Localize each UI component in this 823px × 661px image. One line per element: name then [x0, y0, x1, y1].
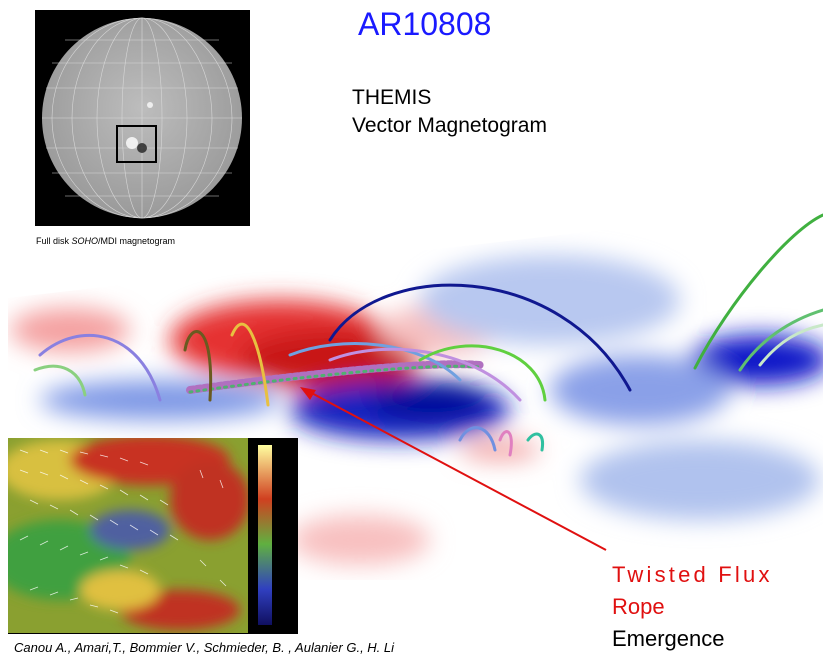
- annotation-line: Emergence: [612, 626, 725, 652]
- vector-magnetogram-inset: [0, 435, 298, 634]
- full-disk-image: [35, 10, 250, 226]
- title: AR10808: [358, 6, 491, 43]
- caption-text: Full disk: [36, 236, 72, 246]
- disk-caption: Full disk SOHO/MDI magnetogram: [36, 236, 175, 246]
- annotation-line: Rope: [612, 594, 665, 620]
- citation: Canou A., Amari,T., Bommier V., Schmiede…: [14, 640, 394, 655]
- slide: AR10808 THEMIS Vector Magnetogram Full d…: [0, 0, 823, 661]
- annotation-line: Twisted Flux: [612, 562, 773, 588]
- instrument-type: Vector Magnetogram: [352, 114, 547, 138]
- caption-italic: SOHO: [72, 236, 99, 246]
- instrument-name: THEMIS: [352, 86, 431, 110]
- caption-text: /MDI magnetogram: [98, 236, 175, 246]
